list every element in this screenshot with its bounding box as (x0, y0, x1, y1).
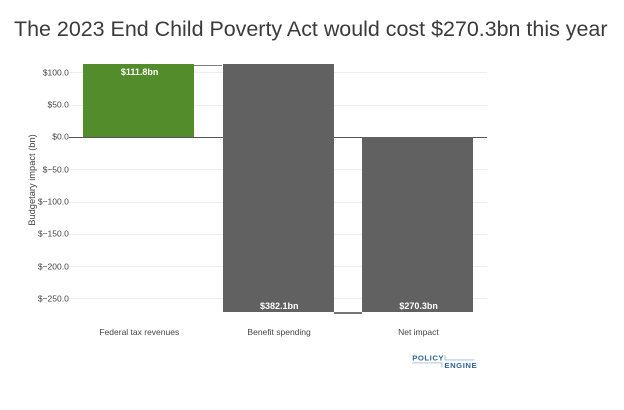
svg-text:ENGINE: ENGINE (444, 361, 477, 370)
svg-text:POLICY: POLICY (412, 354, 444, 362)
